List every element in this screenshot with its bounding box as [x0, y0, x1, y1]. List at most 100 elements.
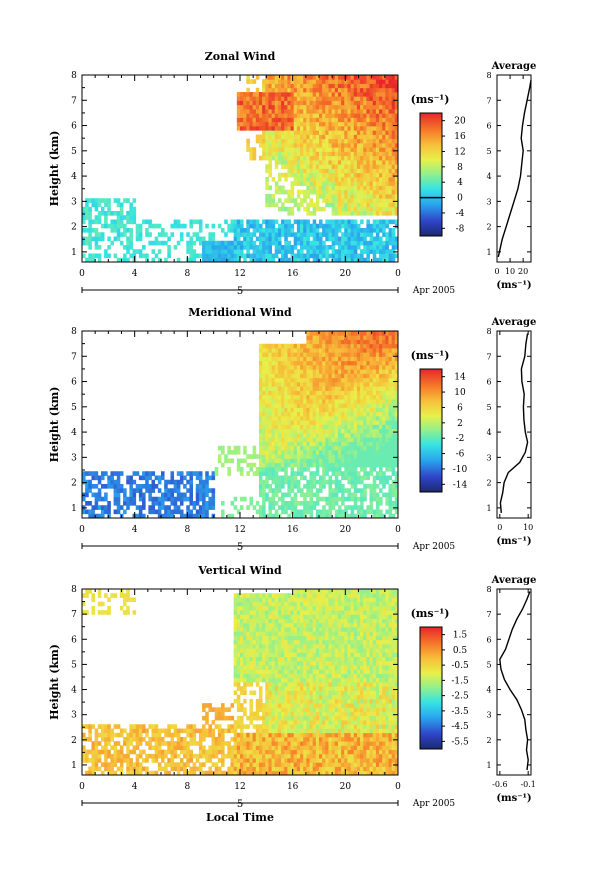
heatmap-cell — [110, 484, 114, 489]
heatmap-cell — [328, 236, 333, 242]
heatmap-cell — [189, 253, 193, 259]
heatmap-cell — [227, 257, 231, 263]
heatmap-cell — [334, 92, 339, 97]
heatmap-cell — [202, 492, 206, 498]
heatmap-cell — [344, 390, 348, 396]
heatmap-cell — [170, 479, 175, 485]
heatmap-cell — [363, 348, 367, 353]
heatmap-cell — [331, 445, 336, 451]
heatmap-cell — [274, 373, 279, 379]
heatmap-cell — [382, 168, 386, 174]
heatmap-cell — [145, 732, 149, 738]
heatmap-cell — [372, 206, 377, 212]
heatmap-cell — [110, 732, 114, 738]
heatmap-cell — [369, 138, 374, 144]
heatmap-cell — [303, 394, 307, 400]
heatmap-cell — [350, 390, 355, 396]
heatmap-cell — [375, 407, 380, 413]
heatmap-cell — [151, 736, 156, 742]
heatmap-cell — [303, 377, 307, 383]
heatmap-cell — [382, 206, 386, 212]
heatmap-cell — [315, 155, 320, 161]
heatmap-cell — [271, 433, 276, 438]
heatmap-cell — [186, 505, 190, 510]
heatmap-cell — [107, 766, 111, 772]
heatmap-cell — [372, 202, 377, 208]
heatmap-cell — [104, 736, 108, 742]
heatmap-cell — [138, 249, 143, 254]
heatmap-cell — [341, 488, 345, 493]
heatmap-cell — [353, 356, 358, 362]
heatmap-cell — [151, 732, 156, 738]
heatmap-cell — [309, 513, 314, 519]
heatmap-cell — [208, 770, 212, 776]
heatmap-cell — [363, 160, 367, 165]
heatmap-cell — [167, 724, 171, 729]
heatmap-cell — [350, 121, 355, 127]
heatmap-cell — [309, 445, 314, 451]
heatmap-cell — [322, 164, 326, 169]
heatmap-cell — [284, 232, 288, 237]
heatmap-cell — [356, 454, 361, 459]
heatmap-cell — [94, 215, 99, 220]
heatmap-cell — [344, 377, 348, 383]
heatmap-cell — [202, 484, 206, 489]
heatmap-cell — [173, 496, 178, 502]
heatmap-cell — [265, 382, 269, 387]
heatmap-cell — [303, 369, 307, 374]
heatmap-cell — [372, 100, 377, 106]
heatmap-cell — [287, 79, 291, 84]
heatmap-cell — [356, 113, 361, 118]
heatmap-cell — [309, 454, 314, 459]
average-y-tick-label: 5 — [486, 147, 491, 156]
heatmap-cell — [230, 228, 235, 233]
heatmap-cell — [356, 416, 361, 421]
heatmap-cell — [385, 356, 389, 362]
heatmap-cell — [337, 130, 342, 135]
heatmap-cell — [293, 505, 298, 510]
heatmap-cell — [246, 471, 250, 476]
heatmap-cell — [284, 75, 288, 80]
heatmap-cell — [129, 202, 133, 208]
heatmap-cell — [394, 428, 399, 434]
heatmap-cell — [344, 104, 348, 110]
heatmap-cell — [341, 360, 345, 366]
heatmap-cell — [277, 236, 282, 242]
heatmap-cell — [277, 390, 282, 396]
heatmap-cell — [331, 87, 336, 93]
heatmap-cell — [382, 155, 386, 161]
heatmap-cell — [369, 411, 374, 417]
heatmap-cell — [319, 75, 323, 80]
heatmap-cell — [296, 75, 301, 80]
heatmap-cell — [309, 331, 314, 336]
heatmap-cell — [179, 479, 184, 485]
heatmap-cell — [353, 109, 358, 114]
heatmap-cell — [388, 390, 393, 396]
heatmap-cell — [290, 194, 295, 199]
heatmap-cell — [94, 753, 99, 759]
heatmap-cell — [170, 492, 175, 498]
heatmap-cell — [262, 155, 266, 161]
heatmap-cell — [337, 458, 342, 464]
heatmap-cell — [116, 509, 121, 515]
heatmap-cell — [262, 228, 266, 233]
heatmap-cell — [217, 245, 222, 250]
heatmap-cell — [262, 513, 266, 519]
heatmap-cell — [319, 240, 323, 246]
heatmap-cell — [375, 454, 380, 459]
heatmap-cell — [300, 501, 304, 506]
heatmap-cell — [290, 386, 295, 391]
heatmap-cell — [309, 92, 314, 97]
heatmap-cell — [138, 732, 143, 738]
heatmap-cell — [306, 484, 310, 489]
heatmap-cell — [157, 749, 162, 755]
heatmap-cell — [309, 377, 314, 383]
average-x-tick-label: 0 — [497, 523, 502, 532]
heatmap-cell — [375, 377, 380, 383]
heatmap-cell — [170, 766, 175, 772]
heatmap-cell — [255, 138, 260, 144]
heatmap-cell — [281, 138, 285, 144]
heatmap-cell — [138, 724, 143, 729]
heatmap-cell — [126, 762, 130, 767]
